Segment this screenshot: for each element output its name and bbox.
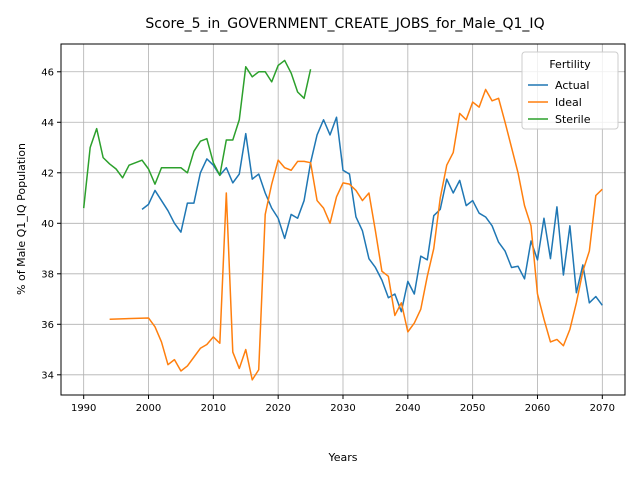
series-line-ideal: [109, 88, 603, 381]
legend-label-sterile: Sterile: [555, 113, 591, 126]
x-axis-ticks: 1990 2000 2010 2020 2030 2040 2050 2060 2070: [71, 395, 615, 414]
x-tick-label: 2010: [201, 403, 226, 414]
legend-title: Fertility: [549, 58, 591, 71]
y-axis-ticks: 34 36 38 40 42 44 46: [41, 67, 61, 381]
y-tick-label: 34: [41, 370, 54, 381]
y-tick-label: 40: [41, 219, 54, 230]
y-tick-label: 36: [41, 320, 54, 331]
x-tick-label: 2030: [330, 403, 355, 414]
legend: Fertility Actual Ideal Sterile: [521, 51, 619, 130]
legend-box: [521, 51, 619, 130]
legend-label-actual: Actual: [555, 79, 589, 92]
legend-label-ideal: Ideal: [555, 96, 582, 109]
chart-title: Score_5_in_GOVERNMENT_CREATE_JOBS_for_Ma…: [145, 16, 544, 32]
x-axis-label: Years: [327, 451, 357, 464]
x-tick-label: 1990: [71, 403, 96, 414]
x-tick-label: 2000: [136, 403, 161, 414]
series-lines: [82, 59, 603, 381]
y-tick-label: 42: [41, 168, 54, 179]
x-tick-label: 2070: [590, 403, 615, 414]
x-tick-label: 2060: [525, 403, 550, 414]
y-tick-label: 38: [41, 269, 54, 280]
x-tick-label: 2020: [265, 403, 290, 414]
y-tick-label: 46: [41, 67, 54, 78]
x-tick-label: 2050: [460, 403, 485, 414]
y-tick-label: 44: [41, 118, 54, 129]
x-tick-label: 2040: [395, 403, 420, 414]
legend-entries: Actual Ideal Sterile: [528, 79, 591, 126]
series-line-sterile: [82, 59, 312, 209]
y-axis-label: % of Male Q1_IQ Population: [15, 143, 28, 295]
